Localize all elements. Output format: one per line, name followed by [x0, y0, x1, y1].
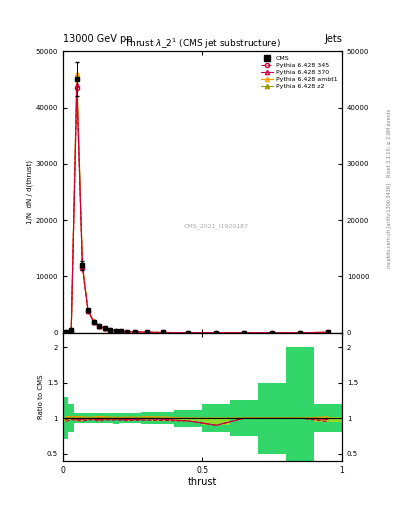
Text: 13000 GeV pp: 13000 GeV pp [63, 33, 132, 44]
Text: Rivet 3.1.10, ≥ 2.8M events: Rivet 3.1.10, ≥ 2.8M events [387, 109, 391, 178]
Y-axis label: Ratio to CMS: Ratio to CMS [38, 375, 44, 419]
Text: CMS_2021_I1920187: CMS_2021_I1920187 [184, 223, 249, 229]
Title: Thrust $\lambda\_2^1$ (CMS jet substructure): Thrust $\lambda\_2^1$ (CMS jet substruct… [124, 37, 281, 51]
X-axis label: thrust: thrust [188, 477, 217, 487]
Text: Jets: Jets [324, 33, 342, 44]
Legend: CMS, Pythia 6.428 345, Pythia 6.428 370, Pythia 6.428 ambt1, Pythia 6.428 z2: CMS, Pythia 6.428 345, Pythia 6.428 370,… [259, 53, 340, 91]
Y-axis label: 1/N  dN / d(thrust): 1/N dN / d(thrust) [26, 160, 33, 224]
Text: mcplots.cern.ch [arXiv:1306.3436]: mcplots.cern.ch [arXiv:1306.3436] [387, 183, 391, 268]
